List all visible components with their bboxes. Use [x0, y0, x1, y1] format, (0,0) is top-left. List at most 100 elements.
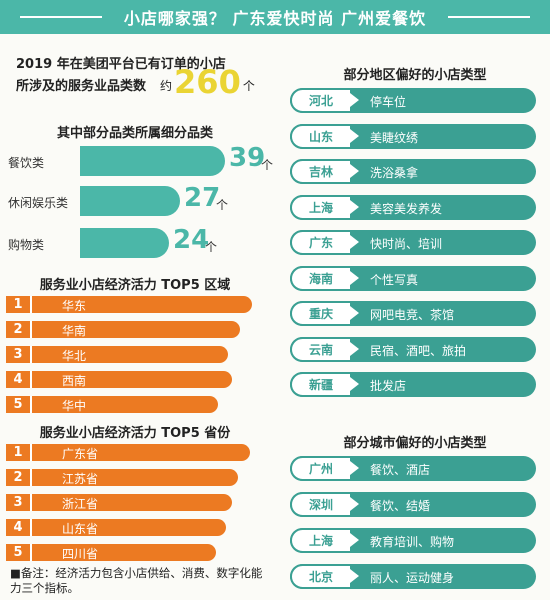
shop-type: 餐饮、结婚 [370, 499, 431, 513]
rank-label: 华东 [62, 299, 87, 313]
place-label: 深圳 [290, 492, 352, 517]
regions-title: 部分地区偏好的小店类型 [343, 68, 487, 83]
preference-pill: 云南 民宿、酒吧、旅拍 [290, 336, 536, 362]
rank-row: 3 浙江省 [6, 494, 232, 511]
place-label: 北京 [290, 564, 352, 589]
category-label: 购物类 [8, 238, 45, 252]
rank-row: 2 华南 [6, 321, 240, 338]
rank-label: 华南 [62, 324, 87, 338]
intro-approx: 约 [160, 79, 173, 93]
rank-row: 1 广东省 [6, 444, 250, 461]
arrow-icon [350, 128, 359, 143]
rank-number: 2 [6, 469, 32, 486]
category-label: 休闲娱乐类 [8, 196, 69, 210]
intro-line2: 所涉及的服务业品类数 [16, 79, 147, 94]
arrow-icon [350, 341, 359, 356]
shop-type: 美睫纹绣 [370, 130, 419, 145]
place-label: 河北 [290, 88, 352, 113]
preference-pill: 广东 快时尚、培训 [290, 230, 536, 255]
rank-number: 5 [6, 396, 32, 413]
shop-type: 丽人、运动健身 [370, 571, 455, 585]
place-label: 海南 [290, 265, 352, 291]
category-unit: 个 [261, 158, 274, 172]
rank-label: 浙江省 [62, 497, 99, 511]
shop-type: 民宿、酒吧、旅拍 [370, 343, 467, 358]
rank-label: 山东省 [62, 522, 99, 536]
preference-pill: 山东 美睫纹绣 [290, 123, 536, 149]
preference-pill: 海南 个性写真 [290, 265, 536, 291]
rank-number: 1 [6, 444, 32, 461]
preference-pill: 广州 餐饮、酒店 [290, 456, 536, 481]
intro-block: 2019 年在美团平台已有订单的小店 所涉及的服务业品类数 约 260 个 [16, 54, 276, 98]
rank-bar [6, 519, 226, 536]
shop-type: 停车位 [370, 95, 407, 109]
category-unit: 个 [205, 240, 218, 254]
rank-row: 3 华北 [6, 346, 228, 363]
rank-number: 1 [6, 296, 32, 313]
arrow-icon [350, 377, 359, 391]
shop-type: 美容美发养发 [370, 201, 443, 216]
rank-bar [6, 469, 238, 486]
arrow-icon [350, 569, 359, 583]
arrow-icon [350, 235, 359, 249]
place-label: 吉林 [290, 159, 352, 184]
place-label: 新疆 [290, 372, 352, 397]
category-bar [80, 186, 180, 216]
rank-bar [6, 346, 228, 363]
place-label: 重庆 [290, 301, 352, 326]
footnote: ■备注：经济活力包含小店供给、消费、数字化能力三个指标。 [10, 566, 263, 595]
rank-label: 四川省 [62, 547, 99, 561]
intro-line2-row: 所涉及的服务业品类数 约 260 个 [16, 66, 276, 98]
arrow-icon [350, 93, 359, 107]
category-row: 休闲娱乐类 27 个 [8, 183, 268, 216]
preference-pill: 上海 教育培训、购物 [290, 528, 536, 553]
header-rule-right [448, 16, 530, 18]
category-row: 餐饮类 39 个 [8, 143, 273, 176]
place-label: 广东 [290, 230, 352, 255]
category-value: 24 [173, 225, 210, 255]
header-banner: 小店哪家强？ 广东爱快时尚 广州爱餐饮 [0, 0, 550, 34]
rank-bar [6, 396, 218, 413]
rank-bar [6, 544, 216, 561]
arrow-icon [350, 533, 359, 547]
shop-type: 教育培训、购物 [370, 535, 455, 549]
cities-title: 部分城市偏好的小店类型 [343, 436, 487, 451]
rank-row: 1 华东 [6, 296, 252, 313]
rank-bar [6, 444, 250, 461]
preference-pill: 河北 停车位 [290, 88, 536, 113]
arrow-icon [350, 461, 359, 475]
rank-row: 4 山东省 [6, 519, 226, 536]
rank-row: 5 四川省 [6, 544, 216, 561]
preference-pill: 北京 丽人、运动健身 [290, 564, 536, 589]
shop-type: 餐饮、酒店 [370, 463, 431, 477]
top-regions-title: 服务业小店经济活力 TOP5 区域 [39, 278, 231, 293]
rank-bar [6, 321, 240, 338]
category-bar [80, 228, 169, 258]
preference-pill: 吉林 洗浴桑拿 [290, 159, 536, 184]
category-value: 27 [184, 183, 221, 213]
preference-pill: 新疆 批发店 [290, 372, 536, 397]
place-label: 广州 [290, 456, 352, 481]
rank-bar [6, 296, 252, 313]
categories-title: 其中部分品类所属细分品类 [56, 126, 213, 141]
rank-bar [6, 371, 232, 388]
rank-row: 4 西南 [6, 371, 232, 388]
rank-number: 3 [6, 494, 32, 511]
rank-number: 5 [6, 544, 32, 561]
place-label: 上海 [290, 194, 352, 220]
arrow-icon [350, 270, 359, 285]
category-label: 餐饮类 [8, 156, 45, 170]
shop-type: 快时尚、培训 [370, 237, 443, 251]
category-count-unit: 个 [242, 79, 255, 93]
arrow-icon [350, 164, 359, 178]
preference-pill: 深圳 餐饮、结婚 [290, 492, 536, 517]
rank-number: 3 [6, 346, 32, 363]
rank-label: 西南 [62, 374, 87, 388]
category-row: 购物类 24 个 [8, 225, 268, 258]
shop-type: 网吧电竞、茶馆 [370, 308, 455, 322]
intro-line1: 2019 年在美团平台已有订单的小店 [16, 57, 226, 72]
place-label: 上海 [290, 528, 352, 553]
place-label: 山东 [290, 123, 352, 149]
rank-label: 广东省 [62, 447, 99, 461]
